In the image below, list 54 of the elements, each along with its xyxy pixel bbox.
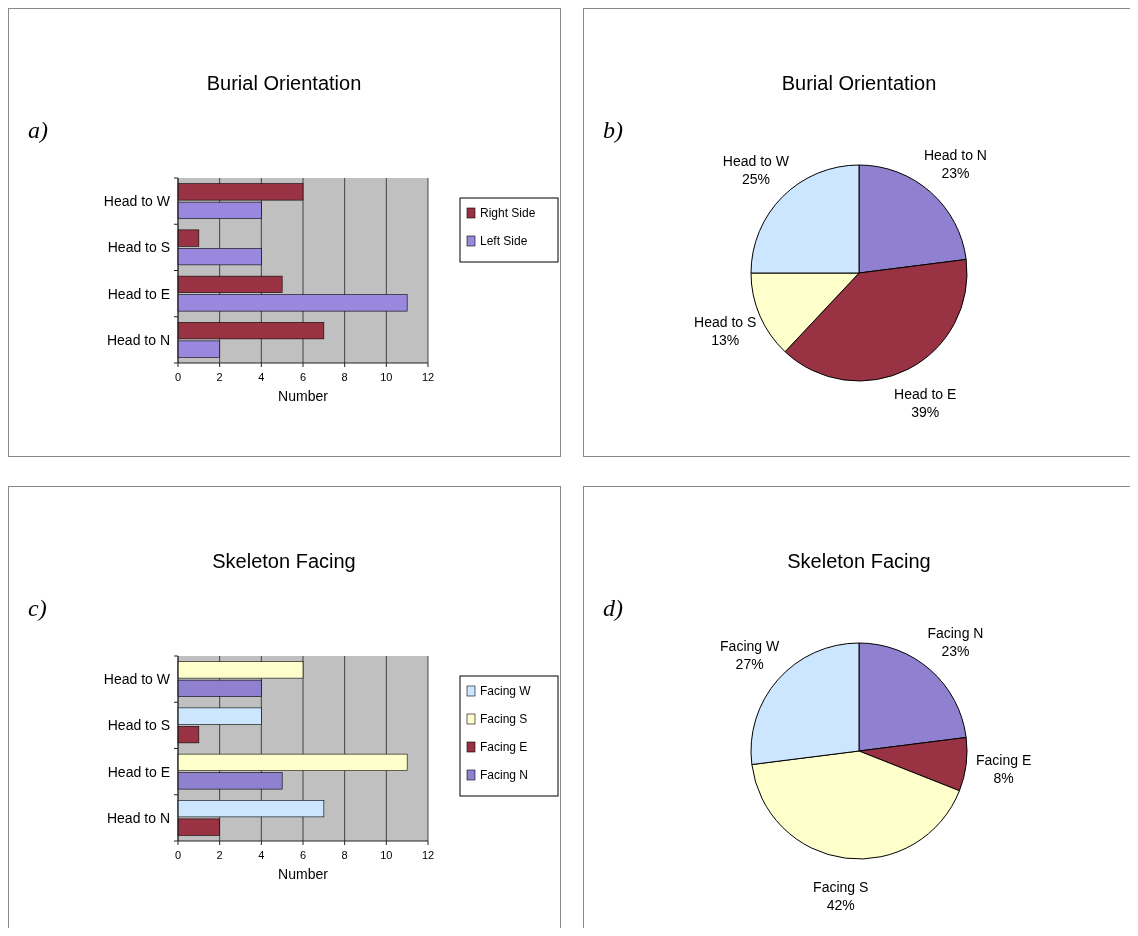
legend-label: Facing W xyxy=(480,684,532,698)
data-label: 42% xyxy=(826,896,855,913)
y-tick-label: Head to E xyxy=(107,285,170,302)
x-tick-label: 0 xyxy=(174,371,182,383)
y-tick-label: Head to S xyxy=(107,239,170,256)
x-tick-label: 8 xyxy=(341,371,348,383)
text: c) xyxy=(28,595,47,621)
legend-label: Left Side xyxy=(480,234,528,248)
data-label: 13% xyxy=(711,331,740,348)
slice-label: Facing S xyxy=(813,878,869,895)
x-tick-label: 6 xyxy=(299,849,307,861)
y-tick-label: Head to W xyxy=(103,671,171,688)
x-tick-label: 4 xyxy=(258,371,265,383)
slice-label: Facing N xyxy=(927,624,984,641)
x-tick-label: 12 xyxy=(421,371,435,383)
y-tick-label: Head to N xyxy=(106,809,170,826)
x-tick-label: 8 xyxy=(341,849,348,861)
legend-label: Facing S xyxy=(480,712,528,726)
y-tick-label: Head to S xyxy=(107,717,170,734)
legend-label: Right Side xyxy=(480,206,536,220)
x-tick-label: 12 xyxy=(421,849,435,861)
x-tick-label: 2 xyxy=(216,849,223,861)
text: a) xyxy=(28,117,48,143)
chart-title: Burial Orientation xyxy=(206,72,362,94)
data-label: 39% xyxy=(911,403,940,420)
text: b) xyxy=(603,117,623,143)
text: d) xyxy=(603,595,623,621)
y-tick-label: Head to E xyxy=(107,763,170,780)
x-tick-label: 2 xyxy=(216,371,223,383)
x-tick-label: 6 xyxy=(299,371,307,383)
y-tick-label: Head to N xyxy=(106,331,170,348)
slice-label: Head to N xyxy=(923,146,987,163)
y-tick-label: Head to W xyxy=(103,193,171,210)
legend-label: Facing N xyxy=(480,768,529,782)
x-axis-title: Number xyxy=(278,866,329,882)
chart-title: Skeleton Facing xyxy=(787,550,931,572)
slice-label: Facing W xyxy=(720,637,780,654)
data-label: 27% xyxy=(735,655,764,672)
x-tick-label: 10 xyxy=(380,849,393,861)
x-tick-label: 0 xyxy=(174,849,182,861)
slice-label: Facing E xyxy=(976,752,1032,769)
slice-label: Head to W xyxy=(722,152,790,169)
legend-label: Facing E xyxy=(480,740,528,754)
chart-title: Burial Orientation xyxy=(781,72,937,94)
data-label: 23% xyxy=(941,164,970,181)
x-tick-label: 4 xyxy=(258,849,265,861)
data-label: 23% xyxy=(941,642,970,659)
data-label: 25% xyxy=(741,170,770,187)
x-tick-label: 10 xyxy=(380,371,393,383)
chart-title: Skeleton Facing xyxy=(212,550,356,572)
slice-label: Head to S xyxy=(694,313,757,330)
data-label: 8% xyxy=(993,770,1014,787)
x-axis-title: Number xyxy=(278,388,329,404)
slice-label: Head to E xyxy=(894,385,957,402)
